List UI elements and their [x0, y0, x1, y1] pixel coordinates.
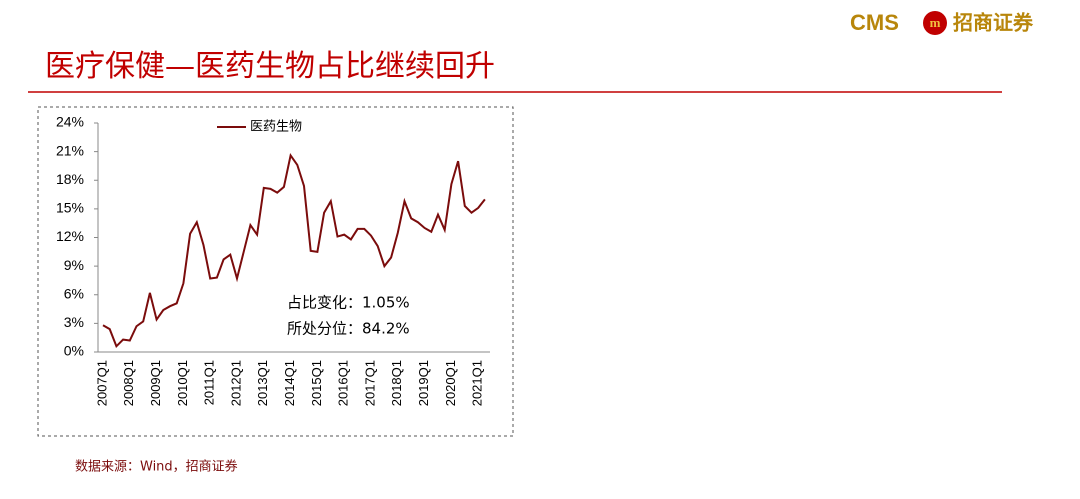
- y-tick-label: 24%: [56, 114, 84, 130]
- source-note: 数据来源：Wind，招商证券: [75, 459, 238, 475]
- annotation: 所处分位：84.2%: [287, 320, 410, 338]
- y-tick-label: 9%: [64, 257, 84, 273]
- logo-glyph: m: [930, 15, 941, 30]
- y-tick-label: 15%: [56, 200, 84, 216]
- y-tick-label: 21%: [56, 142, 84, 158]
- x-tick-label: 2009Q1: [148, 360, 163, 406]
- x-tick-label: 2019Q1: [416, 360, 431, 406]
- x-tick-label: 2021Q1: [470, 360, 485, 406]
- plot: 0% 3% 6% 9% 12% 15% 18% 21% 24% 2007Q1 2008Q1 2009Q…: [56, 114, 490, 406]
- slide-title: 医疗保健—医药生物占比继续回升: [45, 49, 495, 84]
- x-tick-label: 2014Q1: [282, 360, 297, 406]
- y-tick-label: 18%: [56, 171, 84, 187]
- y-tick-label: 0%: [64, 343, 84, 359]
- y-tick-label: 3%: [64, 314, 84, 330]
- y-tick-label: 6%: [64, 285, 84, 301]
- x-tick-label: 2017Q1: [362, 360, 377, 406]
- logo-brand: CMS: [850, 10, 899, 35]
- x-tick-label: 2015Q1: [309, 360, 324, 406]
- data-line: [102, 152, 486, 349]
- x-tick-label: 2008Q1: [121, 360, 136, 406]
- y-tick-label: 12%: [56, 228, 84, 244]
- x-tick-label: 2016Q1: [336, 360, 351, 406]
- annotation: 占比变化：1.05%: [287, 294, 410, 312]
- x-tick-label: 2012Q1: [228, 360, 243, 406]
- x-tick-label: 2007Q1: [94, 360, 109, 406]
- x-tick-label: 2020Q1: [443, 360, 458, 406]
- x-tick-label: 2011Q1: [202, 360, 217, 405]
- x-tick-label: 2010Q1: [175, 360, 190, 406]
- legend-label: 医药生物: [250, 120, 302, 135]
- x-tick-label: 2018Q1: [389, 360, 404, 406]
- logo-name: 招商证券: [953, 11, 1034, 35]
- logo-icon: [923, 11, 947, 35]
- x-tick-label: 2013Q1: [255, 360, 270, 406]
